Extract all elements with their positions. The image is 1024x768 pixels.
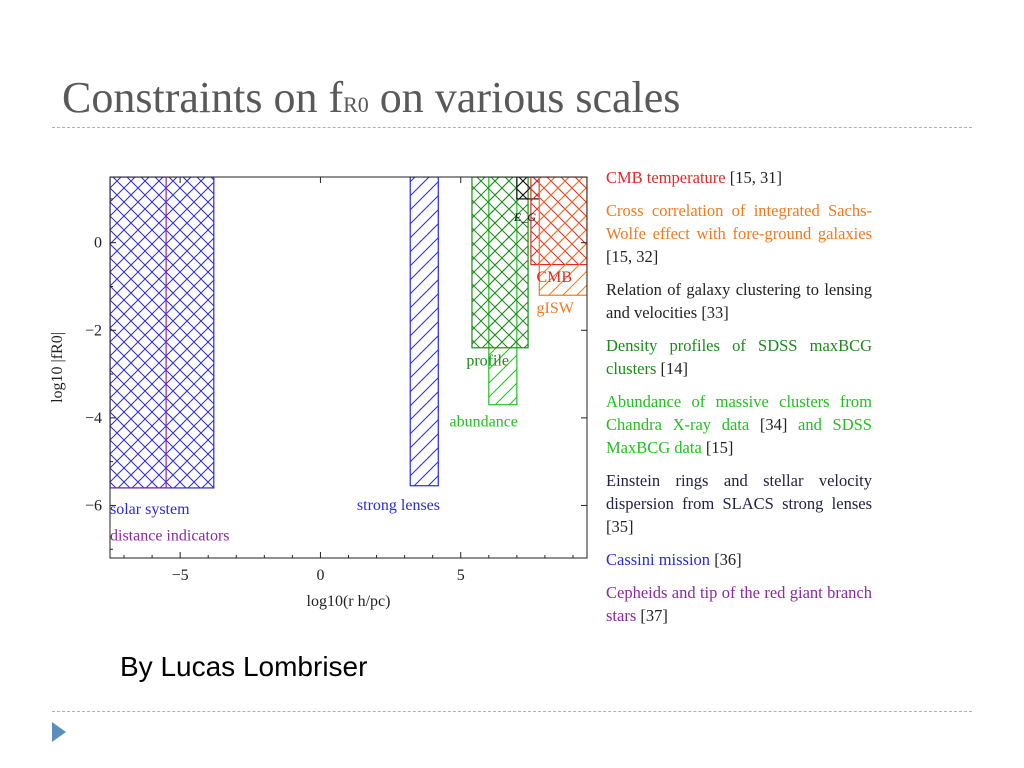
top-divider [52,127,972,128]
legend-text: Einstein rings and stellar velocity disp… [606,471,872,513]
region-label-cmb: CMB [536,269,572,286]
chart-legend: CMB temperature [15, 31] Cross correlatio… [606,166,872,637]
legend-text: Abundance of massive clusters from Chand… [606,392,872,434]
legend-refs: [37] [640,606,668,625]
legend-refs-2: [15] [705,438,734,457]
legend-text-2: and SDSS MaxBCG data [606,415,872,457]
region-distance-indicators [110,177,167,489]
y-axis-label: log10 |fR0| [49,332,66,403]
title-main: Constraints on f [62,73,344,122]
legend-text: Cassini mission [606,550,711,569]
legend-item: Density profiles of SDSS maxBCG clusters… [606,334,872,380]
next-arrow-icon[interactable] [52,722,66,742]
x-tick-label: 0 [316,567,324,584]
region-label-strong-lenses: strong lenses [357,497,440,514]
region-gisw [538,177,587,296]
y-tick-label: −2 [85,322,102,339]
region-label-abundance: abundance [450,414,518,431]
region-strong-lenses [409,177,439,487]
legend-item: CMB temperature [15, 31] [606,166,872,189]
legend-refs: [35] [606,517,634,536]
legend-item: Einstein rings and stellar velocity disp… [606,469,872,538]
region-label-gisw: gISW [536,300,574,317]
bottom-divider [52,711,972,712]
title-rest: on various scales [368,73,681,122]
author-credit: By Lucas Lombriser [120,651,368,682]
legend-item: Abundance of massive clusters from Chand… [606,390,872,459]
region-label-profile: profile [466,352,509,369]
slide-title: Constraints on fR0 on various scales [62,72,680,123]
legend-item: Relation of galaxy clustering to lensing… [606,278,872,324]
legend-item: Cross correlation of integrated Sachs-Wo… [606,199,872,268]
legend-item: Cassini mission [36] [606,548,872,571]
y-tick-label: 0 [94,235,102,252]
legend-refs: [15, 32] [606,247,659,266]
legend-text: Relation of galaxy clustering to lensing… [606,280,872,322]
y-tick-label: −4 [85,410,102,427]
legend-text: CMB temperature [606,168,726,187]
legend-refs: [14] [660,359,689,378]
constraints-chart: −5 0 5 0 −2 −4 −6 log10(r h/pc) log10 |fR0| solar… [49,176,588,610]
region-label-solar-system: solar system [110,501,190,518]
legend-item: Cepheids and tip of the red giant branch… [606,581,872,627]
region-label-distance-indicators: distance indicators [110,527,230,544]
regions-group [110,177,587,489]
x-tick-label: −5 [172,567,189,584]
y-tick-label: −6 [85,497,102,514]
region-profile [471,177,529,349]
legend-refs: [34] [759,415,788,434]
legend-text: Cross correlation of integrated Sachs-Wo… [606,201,872,243]
legend-refs: [33] [701,303,729,322]
title-subscript: R0 [343,92,369,117]
legend-text: Cepheids and tip of the red giant branch… [606,583,872,625]
legend-refs: [36] [714,550,742,569]
x-axis-label: log10(r h/pc) [307,593,391,610]
legend-refs: [15, 31] [729,168,782,187]
region-solar-system [110,177,215,489]
x-tick-label: 5 [457,567,465,584]
region-label-eg: E_G [513,210,536,224]
legend-text: Density profiles of SDSS maxBCG clusters [606,336,872,378]
